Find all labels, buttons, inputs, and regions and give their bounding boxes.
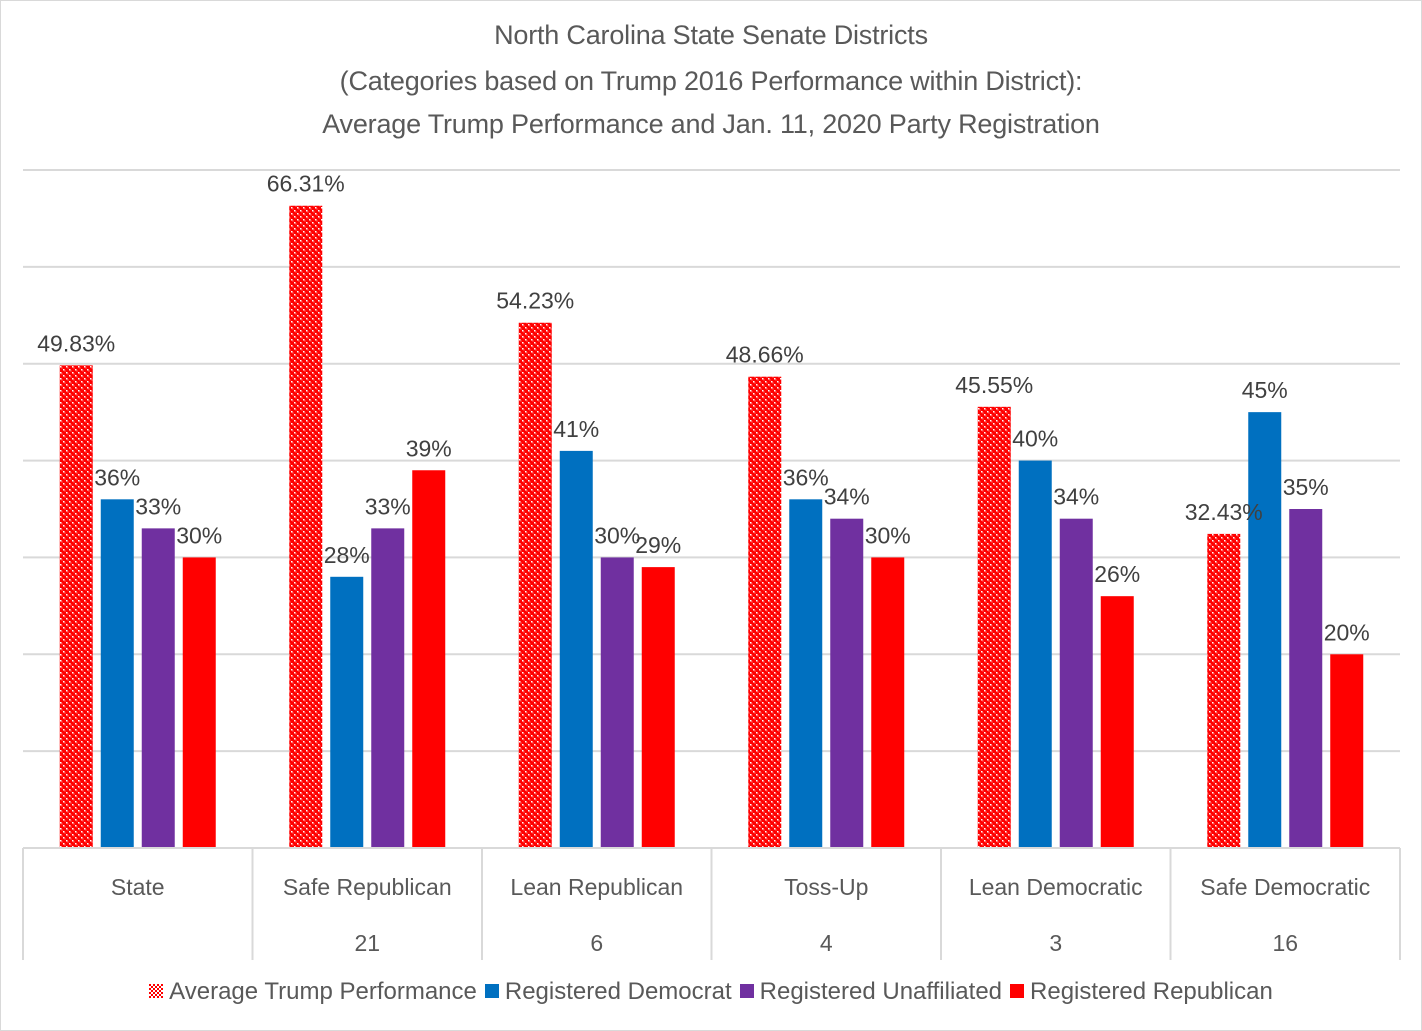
legend-label: Registered Unaffiliated [759,978,1003,1005]
data-label: 30% [176,522,222,548]
data-label: 20% [1324,619,1370,645]
bar-registered-democrat-safe-republican [330,576,364,848]
bar-registered-unaffiliated-safe-democratic [1289,509,1323,848]
category-label: Safe Democratic [1200,874,1370,900]
bar-average-trump-performance-lean-republican [518,322,552,848]
legend-item: Registered Republican [1010,978,1273,1006]
category-count-label: 21 [354,930,380,956]
legend-swatch-icon [739,984,754,998]
chart-title-line-2: (Categories based on Trump 2016 Performa… [339,66,1083,96]
bar-average-trump-performance-lean-democratic [977,406,1011,848]
legend-item: Registered Unaffiliated [739,978,1003,1006]
data-label: 39% [406,435,452,461]
legend-swatch-icon [149,984,164,998]
data-label: 28% [324,542,370,568]
legend-label: Average Trump Performance [169,978,477,1005]
bar-registered-republican-toss-up [871,557,905,848]
legend-item: Average Trump Performance [149,978,477,1006]
data-label: 33% [135,493,181,519]
chart-title-line-3: Average Trump Performance and Jan. 11, 2… [322,109,1100,139]
category-count-label: 6 [590,930,603,956]
bar-average-trump-performance-safe-republican [289,205,323,848]
data-label: 36% [783,464,829,490]
category-label: Lean Democratic [969,874,1143,900]
bar-registered-republican-state [182,557,216,848]
data-label: 35% [1283,474,1329,500]
data-label: 36% [94,464,140,490]
data-label: 49.83% [37,330,115,356]
legend-label: Registered Republican [1030,978,1273,1005]
category-label: State [111,874,165,900]
legend-label: Registered Democrat [504,978,732,1005]
bar-registered-democrat-lean-republican [559,450,593,848]
bar-registered-democrat-state [100,499,134,848]
bar-registered-unaffiliated-toss-up [830,518,864,848]
data-label: 30% [865,522,911,548]
bar-registered-republican-safe-democratic [1330,654,1364,848]
category-count-label: 16 [1272,930,1298,956]
data-label: 40% [1012,426,1058,452]
legend-item: Registered Democrat [484,978,732,1006]
category-count-label: 3 [1049,930,1062,956]
data-label: 54.23% [496,288,574,314]
bar-average-trump-performance-safe-democratic [1207,533,1241,848]
bar-average-trump-performance-toss-up [748,376,782,848]
bar-registered-republican-safe-republican [412,470,446,848]
category-label: Lean Republican [510,874,683,900]
legend-swatch-icon [484,984,499,998]
bar-average-trump-performance-state [59,365,93,848]
data-label: 48.66% [726,342,804,368]
data-label: 41% [553,416,599,442]
data-label: 45% [1242,377,1288,403]
data-label: 34% [1053,484,1099,510]
category-label: Toss-Up [784,874,868,900]
data-label: 33% [365,493,411,519]
category-count-label: 4 [820,930,833,956]
data-label: 66.31% [267,171,345,197]
bar-registered-republican-lean-republican [641,567,675,848]
bar-registered-unaffiliated-lean-republican [600,557,634,848]
bar-registered-unaffiliated-safe-republican [371,528,405,848]
category-label: Safe Republican [283,874,452,900]
bar-registered-republican-lean-democratic [1100,596,1134,848]
data-label: 32.43% [1185,499,1263,525]
data-label: 45.55% [955,372,1033,398]
bar-registered-unaffiliated-lean-democratic [1059,518,1093,848]
bar-registered-democrat-safe-democratic [1248,412,1282,848]
legend-swatch-icon [1010,984,1025,998]
bar-registered-democrat-lean-democratic [1018,460,1052,848]
legend: Average Trump Performance Registered Demo… [0,978,1422,1006]
data-label: 34% [824,484,870,510]
data-label: 26% [1094,561,1140,587]
bar-registered-democrat-toss-up [789,499,823,848]
data-label: 30% [594,522,640,548]
chart-title-line-1: North Carolina State Senate Districts [494,20,928,50]
data-label: 29% [635,532,681,558]
bar-registered-unaffiliated-state [141,528,175,848]
